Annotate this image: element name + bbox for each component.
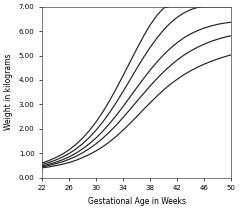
X-axis label: Gestational Age in Weeks: Gestational Age in Weeks [88, 197, 186, 206]
Y-axis label: Weight in kilograms: Weight in kilograms [4, 54, 13, 130]
